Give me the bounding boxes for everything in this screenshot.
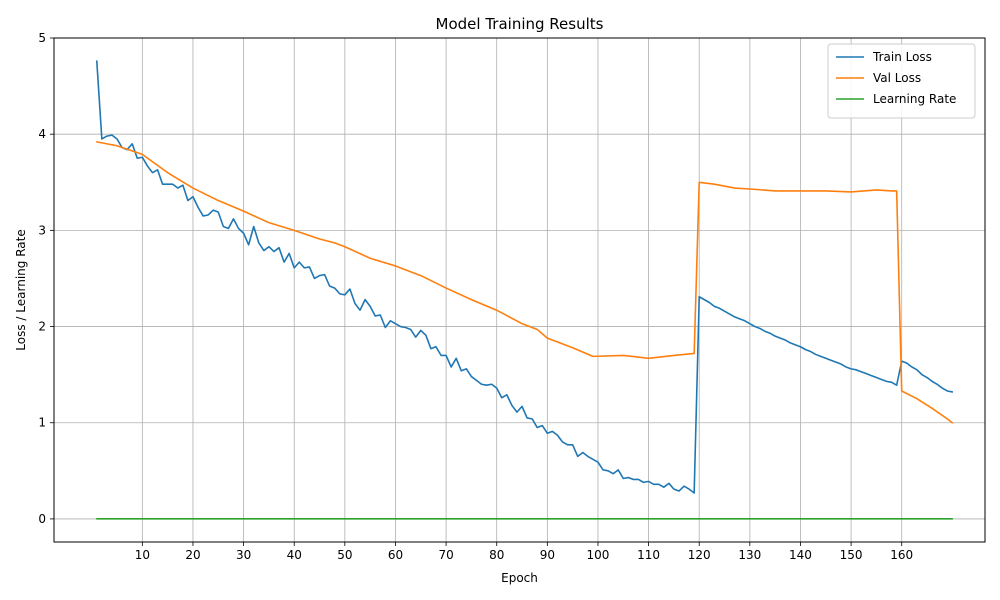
x-tick-label: 60 [388,548,403,562]
x-tick-label: 90 [540,548,555,562]
legend: Train Loss Val Loss Learning Rate [827,43,976,119]
x-tick-label: 130 [738,548,761,562]
chart-title: Model Training Results [436,15,604,33]
x-tick-label: 70 [438,548,453,562]
x-tick-label: 110 [637,548,660,562]
legend-box [827,43,976,119]
y-tick-label: 0 [38,512,46,526]
y-tick-label: 5 [38,31,46,45]
y-axis-label: Loss / Learning Rate [14,229,28,350]
legend-label-train-loss: Train Loss [872,50,932,64]
x-tick-label: 20 [185,548,200,562]
x-tick-label: 120 [688,548,711,562]
x-tick-label: 140 [789,548,812,562]
y-tick-label: 2 [38,320,46,334]
axis-ticks: 10 20 30 40 50 60 70 80 90 100 110 120 130 140 150 160 0… [38,31,913,562]
x-tick-label: 160 [890,548,913,562]
x-tick-label: 100 [587,548,610,562]
val-loss-line [95,141,954,424]
x-tick-label: 150 [840,548,863,562]
series-layer [95,60,954,520]
train-loss-line [95,60,954,494]
legend-label-val-loss: Val Loss [873,71,921,85]
plot-frame [53,37,986,543]
x-tick-label: 10 [135,548,150,562]
x-tick-label: 80 [489,548,504,562]
y-tick-label: 1 [38,416,46,430]
x-axis-label: Epoch [501,571,538,585]
x-tick-label: 40 [287,548,302,562]
x-tick-label: 30 [236,548,251,562]
y-tick-label: 4 [38,127,46,141]
x-tick-label: 50 [337,548,352,562]
y-tick-label: 3 [38,223,46,237]
legend-label-learning-rate: Learning Rate [873,92,956,106]
